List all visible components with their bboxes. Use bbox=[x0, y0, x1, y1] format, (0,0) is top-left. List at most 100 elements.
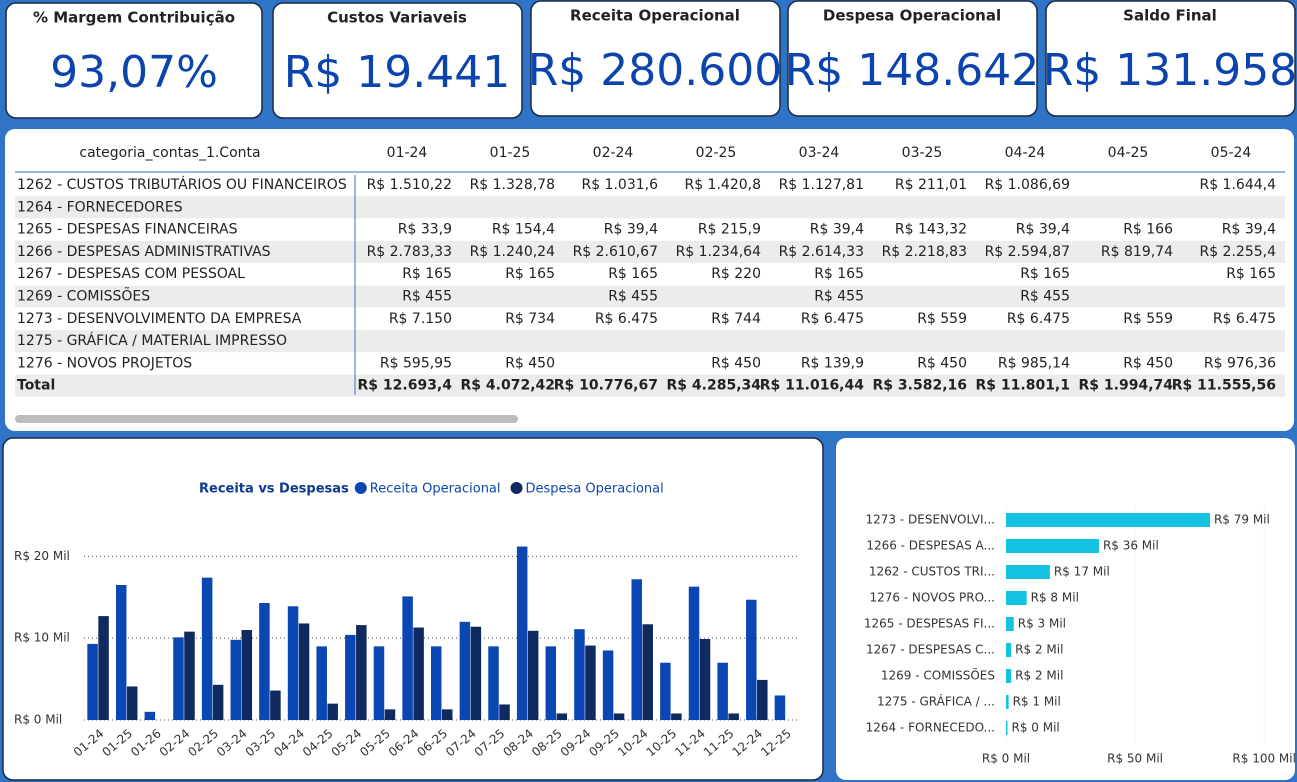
table-cell: R$ 139,9 bbox=[801, 355, 864, 371]
y-tick-label: 1269 - COMISSÕES bbox=[881, 668, 995, 683]
kpi-card bbox=[5, 2, 263, 119]
bar bbox=[642, 624, 653, 720]
table-cell: 1266 - DESPESAS ADMINISTRATIVAS bbox=[17, 244, 271, 260]
table-cell: R$ 165 bbox=[1020, 266, 1070, 282]
bar bbox=[631, 579, 642, 720]
kpi-title: Custos Variaveis bbox=[327, 9, 467, 27]
y-tick-label: 1266 - DESPESAS A... bbox=[866, 539, 995, 553]
bar bbox=[402, 596, 413, 720]
kpi-value: R$ 131.958 bbox=[1043, 45, 1297, 96]
bar bbox=[316, 646, 327, 720]
bar bbox=[1006, 643, 1012, 657]
bar bbox=[98, 616, 109, 720]
chart-title: Receita vs Despesas bbox=[199, 482, 349, 497]
total-cell: R$ 10.776,67 bbox=[554, 378, 658, 394]
scrollbar[interactable] bbox=[15, 415, 518, 423]
legend-marker bbox=[510, 482, 523, 494]
column-header: 04-25 bbox=[1108, 145, 1149, 161]
legend-label: Receita Operacional bbox=[370, 482, 501, 497]
data-label: R$ 2 Mil bbox=[1015, 643, 1063, 657]
table-cell: R$ 220 bbox=[711, 266, 761, 282]
bar bbox=[144, 711, 156, 720]
table-cell: 1275 - GRÁFICA / MATERIAL IMPRESSO bbox=[17, 332, 287, 349]
table-cell: R$ 2.255,4 bbox=[1199, 244, 1276, 260]
bar bbox=[660, 662, 671, 720]
table-cell: R$ 1.127,81 bbox=[779, 177, 864, 193]
kpi-value: R$ 19.441 bbox=[284, 47, 511, 98]
row-shade bbox=[15, 285, 1285, 308]
bar bbox=[259, 603, 270, 720]
bar bbox=[671, 713, 682, 720]
total-cell: R$ 1.994,74 bbox=[1079, 378, 1174, 394]
row-shade bbox=[15, 196, 1285, 219]
table-cell: R$ 455 bbox=[814, 289, 864, 305]
table-cell: R$ 143,32 bbox=[895, 222, 967, 238]
y-tick-label: 1265 - DESPESAS FI... bbox=[864, 617, 995, 631]
column-header: 05-24 bbox=[1211, 145, 1252, 161]
table-cell: R$ 211,01 bbox=[895, 177, 967, 193]
table-cell: R$ 215,9 bbox=[698, 222, 761, 238]
bar bbox=[527, 630, 539, 720]
bar bbox=[212, 684, 224, 720]
column-header: 01-24 bbox=[387, 145, 428, 161]
kpi-title: % Margem Contribuição bbox=[33, 9, 235, 27]
bar bbox=[699, 639, 711, 720]
bar bbox=[1006, 513, 1210, 527]
table-cell: R$ 1.328,78 bbox=[470, 177, 555, 193]
table-cell: R$ 559 bbox=[917, 311, 967, 327]
table-cell: R$ 6.475 bbox=[801, 311, 864, 327]
bar bbox=[728, 713, 739, 720]
bar bbox=[1006, 695, 1009, 709]
y-tick-label: 1262 - CUSTOS TRI... bbox=[869, 565, 995, 579]
bar bbox=[287, 606, 299, 720]
column-header: 02-24 bbox=[593, 145, 634, 161]
bar bbox=[373, 646, 385, 720]
bar bbox=[717, 662, 728, 720]
total-cell: R$ 12.693,4 bbox=[358, 378, 453, 394]
bar bbox=[442, 709, 453, 720]
column-header: 03-25 bbox=[902, 145, 943, 161]
table-cell: R$ 2.218,83 bbox=[882, 244, 967, 260]
table-cell: R$ 165 bbox=[402, 266, 452, 282]
bar bbox=[230, 639, 242, 720]
table-cell: R$ 165 bbox=[505, 266, 555, 282]
total-cell: Total bbox=[17, 378, 55, 394]
total-cell: R$ 4.072,42 bbox=[461, 378, 555, 394]
table-cell: R$ 455 bbox=[1020, 289, 1070, 305]
bar bbox=[574, 629, 585, 720]
bar bbox=[356, 625, 367, 720]
bar bbox=[499, 704, 510, 720]
bar bbox=[115, 585, 127, 720]
table-cell: 1262 - CUSTOS TRIBUTÁRIOS OU FINANCEIROS bbox=[17, 176, 347, 193]
y-tick-label: R$ 20 Mil bbox=[14, 549, 70, 563]
table-cell: R$ 976,36 bbox=[1204, 355, 1276, 371]
table-cell: R$ 744 bbox=[711, 311, 761, 327]
bar bbox=[602, 650, 614, 720]
total-cell: R$ 11.801,1 bbox=[976, 378, 1070, 394]
y-tick-label: 1275 - GRÁFICA / ... bbox=[877, 694, 995, 709]
y-tick-label: 1267 - DESPESAS C... bbox=[866, 643, 995, 657]
column-header: 01-25 bbox=[490, 145, 531, 161]
bar bbox=[516, 546, 528, 720]
table-cell: R$ 166 bbox=[1123, 222, 1173, 238]
bar bbox=[201, 577, 213, 720]
table-cell: R$ 455 bbox=[608, 289, 658, 305]
bar bbox=[488, 646, 499, 720]
bar bbox=[1006, 565, 1050, 579]
table-cell: R$ 1.510,22 bbox=[367, 177, 452, 193]
table-cell: R$ 33,9 bbox=[398, 222, 452, 238]
column-header: categoria_contas_1.Conta bbox=[79, 145, 260, 161]
bar bbox=[470, 626, 482, 720]
column-header: 04-24 bbox=[1005, 145, 1046, 161]
total-cell: R$ 4.285,34 bbox=[667, 378, 762, 394]
table-cell: 1269 - COMISSÕES bbox=[17, 288, 150, 305]
bar bbox=[298, 623, 310, 720]
table-cell: R$ 559 bbox=[1123, 311, 1173, 327]
data-label: R$ 79 Mil bbox=[1214, 513, 1270, 527]
data-label: R$ 17 Mil bbox=[1054, 565, 1110, 579]
table-cell: 1267 - DESPESAS COM PESSOAL bbox=[17, 266, 245, 282]
table-cell: R$ 39,4 bbox=[604, 222, 658, 238]
bar bbox=[1006, 591, 1027, 605]
table-cell: R$ 734 bbox=[505, 311, 555, 327]
table-cell: R$ 450 bbox=[711, 355, 761, 371]
